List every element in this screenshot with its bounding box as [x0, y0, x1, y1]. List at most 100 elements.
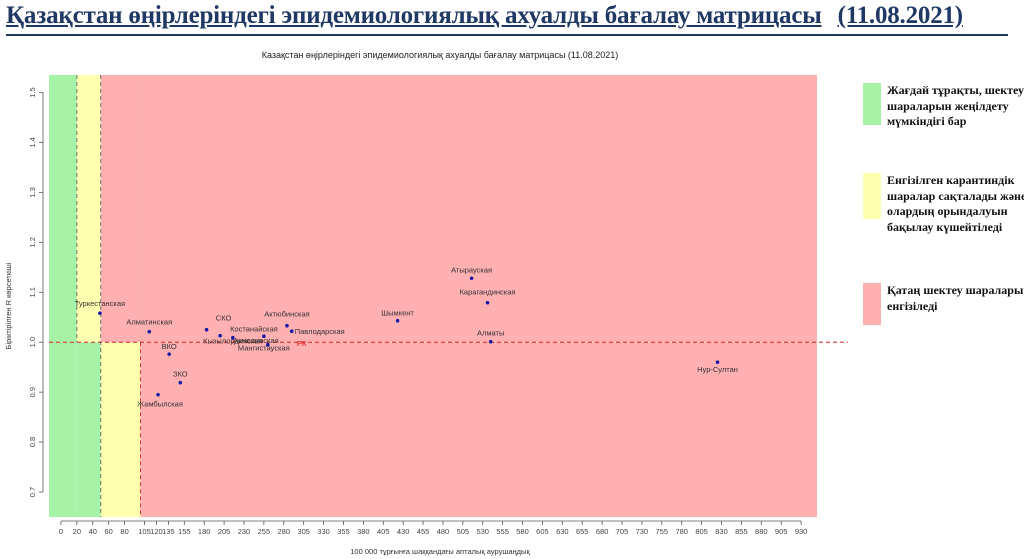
- data-point-12: [156, 392, 160, 397]
- slide-title: Қазақстан өңірлеріндегі эпидемиологиялық…: [6, 2, 1016, 32]
- x-tick-label-2: 40: [89, 527, 97, 536]
- x-tick-label-27: 630: [556, 527, 569, 536]
- x-tick-label-26: 605: [536, 527, 549, 536]
- slide-title-date: (11.08.2021): [837, 2, 964, 29]
- data-label-16: Алматы: [477, 329, 504, 338]
- data-point-2: [204, 327, 209, 332]
- data-label-13: Шымкент: [381, 309, 414, 318]
- data-label-14: Атырауская: [451, 265, 492, 274]
- x-tick-label-35: 830: [715, 527, 728, 536]
- x-tick-label-24: 555: [496, 527, 509, 536]
- zone-1: [76, 342, 101, 517]
- data-label-7: Мангистауская: [238, 344, 290, 353]
- data-point-1: [147, 329, 152, 334]
- data-label-6: Акмолинская: [233, 336, 279, 345]
- legend-swatch-green: [863, 83, 881, 125]
- data-label-2: СКО: [216, 314, 232, 323]
- x-tick-label-32: 755: [656, 527, 669, 536]
- legend-swatch-yellow: [863, 173, 881, 219]
- x-tick-label-0: 0: [59, 527, 63, 536]
- data-label-11: ЗКО: [173, 370, 188, 379]
- data-point-14: [469, 276, 474, 281]
- x-tick-label-5: 105: [138, 527, 151, 536]
- y-tick-label-4: 1.1: [28, 287, 37, 297]
- data-point-3: [218, 333, 222, 338]
- data-label-9: Павлодарская: [295, 327, 345, 336]
- data-point-11: [178, 380, 183, 385]
- zone-4: [100, 75, 141, 343]
- x-tick-label-38: 905: [775, 527, 788, 536]
- x-tick-label-25: 580: [516, 527, 529, 536]
- y-tick-label-7: 1.4: [28, 137, 37, 147]
- x-axis-label: 100 000 тұрғынға шаққандағы апталық ауру…: [350, 547, 530, 556]
- data-point-15: [485, 300, 490, 305]
- x-tick-label-15: 330: [317, 527, 330, 536]
- x-tick-label-36: 855: [735, 527, 748, 536]
- zone-2: [76, 75, 101, 343]
- y-tick-label-2: 0.9: [28, 387, 37, 397]
- data-point-16: [488, 339, 493, 344]
- data-point-4: [231, 335, 235, 340]
- x-tick-label-9: 180: [198, 527, 211, 536]
- data-label-4: Кызылординская: [203, 337, 262, 346]
- data-point-0: [98, 311, 102, 316]
- x-tick-label-17: 380: [357, 527, 370, 536]
- data-point-17: [715, 360, 720, 364]
- data-point-6: [262, 334, 266, 339]
- data-label-15: Карагандинская: [460, 288, 516, 297]
- slide-title-text: Қазақстан өңірлеріндегі эпидемиологиялық…: [6, 2, 822, 29]
- legend-swatch-red: [863, 283, 881, 325]
- data-label-10: РК: [297, 339, 307, 348]
- y-axis-label: Біріктірілген R көрсеткіші: [4, 262, 13, 349]
- x-tick-label-13: 280: [278, 527, 291, 536]
- x-tick-label-19: 430: [397, 527, 410, 536]
- x-tick-label-39: 930: [795, 527, 808, 536]
- chart-title: Казақстан өңірлеріндегі эпидемиологиялық…: [261, 50, 619, 60]
- data-label-8: Актюбинская: [264, 310, 309, 319]
- data-label-1: Алматинская: [126, 318, 172, 327]
- data-label-3: Костанайская: [230, 325, 278, 334]
- x-tick-label-28: 655: [576, 527, 589, 536]
- data-label-0: Туркестанская: [75, 299, 125, 308]
- x-tick-label-3: 60: [105, 527, 113, 536]
- y-tick-label-6: 1.3: [28, 187, 37, 197]
- x-tick-label-12: 255: [258, 527, 271, 536]
- x-tick-label-11: 230: [238, 527, 251, 536]
- x-tick-label-1: 20: [73, 527, 81, 536]
- data-label-5: ВКО: [162, 342, 177, 351]
- y-tick-label-1: 0.8: [28, 437, 37, 447]
- x-tick-label-18: 405: [377, 527, 390, 536]
- x-tick-label-30: 705: [616, 527, 629, 536]
- x-tick-label-34: 805: [695, 527, 708, 536]
- data-point-7: [266, 342, 270, 347]
- legend-text-red: Қатаң шектеу шаралары енгізіледі: [887, 283, 1024, 313]
- x-tick-label-10: 205: [218, 527, 231, 536]
- data-point-5: [167, 352, 171, 356]
- x-tick-label-31: 730: [636, 527, 649, 536]
- zone-3: [100, 342, 141, 517]
- zone-0: [49, 75, 77, 517]
- x-tick-label-16: 355: [337, 527, 350, 536]
- data-point-9: [289, 329, 294, 334]
- scatter-chart: 0.70.80.91.01.11.21.31.41.50 20 40 60 80 105 1…: [4, 75, 848, 556]
- legend-text-yellow: Енгізілген карантиндік шаралар сақталады…: [887, 173, 1024, 234]
- x-tick-label-14: 305: [297, 527, 310, 536]
- x-tick-label-21: 480: [437, 527, 450, 536]
- y-tick-label-8: 1.5: [28, 87, 37, 97]
- data-point-13: [395, 318, 400, 323]
- x-tick-label-4: 80: [120, 527, 128, 536]
- x-tick-label-22: 505: [457, 527, 470, 536]
- x-tick-label-33: 780: [675, 527, 688, 536]
- x-tick-label-29: 680: [596, 527, 609, 536]
- x-tick-label-20: 455: [417, 527, 430, 536]
- x-tick-label-6: 120: [150, 527, 163, 536]
- y-tick-label-0: 0.7: [28, 487, 37, 497]
- data-point-8: [285, 323, 289, 328]
- y-tick-label-5: 1.2: [28, 237, 37, 247]
- x-tick-label-7: 135: [162, 527, 175, 536]
- data-label-12: Жамбылская: [137, 400, 183, 409]
- x-tick-label-37: 880: [755, 527, 768, 536]
- y-tick-label-3: 1.0: [28, 337, 37, 347]
- title-underline: [6, 34, 1008, 36]
- data-label-17: Нур-Султан: [697, 365, 738, 374]
